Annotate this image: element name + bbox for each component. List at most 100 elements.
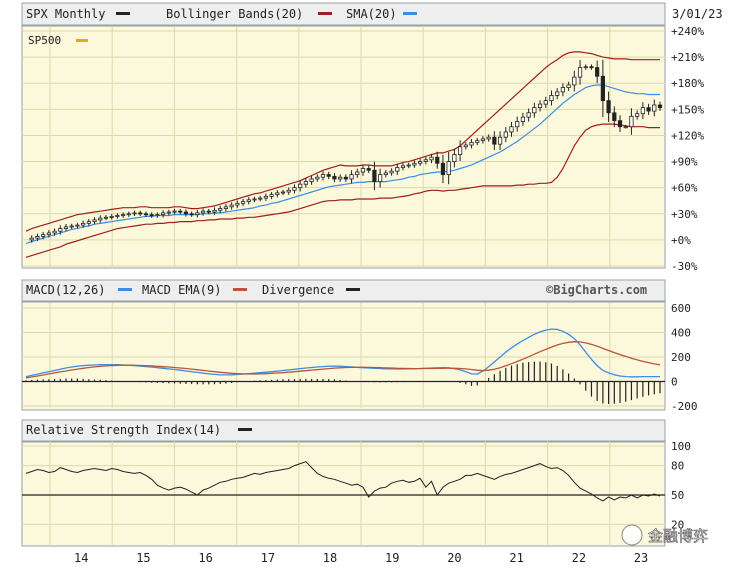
price-series-label: SPX Monthly xyxy=(26,7,105,21)
candle-body xyxy=(143,213,149,216)
x-tick-label: 22 xyxy=(572,551,586,565)
macd-header-bar xyxy=(21,279,666,302)
candle-body xyxy=(75,224,80,227)
candle-body xyxy=(149,214,154,217)
candle-body xyxy=(640,107,645,115)
candle-body xyxy=(126,213,131,216)
candle-body xyxy=(258,197,263,200)
rsi-header-bar xyxy=(21,419,666,442)
candlesticks xyxy=(29,59,663,243)
candle-body xyxy=(132,212,137,215)
candle-body xyxy=(280,191,286,194)
candle-body xyxy=(452,154,457,162)
candle-body xyxy=(240,201,246,204)
y-tick-label: +150% xyxy=(671,103,704,116)
candle-body xyxy=(41,234,46,237)
candle-body xyxy=(103,216,109,219)
candle-body xyxy=(509,126,514,133)
candle-body xyxy=(286,189,291,193)
candle-body xyxy=(360,168,366,173)
candle-body xyxy=(303,181,308,185)
candle-body xyxy=(532,107,537,114)
sp500-label: SP500 xyxy=(28,34,61,47)
candle-body xyxy=(526,112,531,118)
rsi-line-group xyxy=(25,461,661,502)
candle-body xyxy=(35,236,40,239)
candle-body xyxy=(412,162,417,166)
candle-body xyxy=(435,156,440,164)
x-tick-label: 17 xyxy=(261,551,275,565)
rsi-line xyxy=(25,461,661,502)
candle-body xyxy=(486,136,491,140)
candle-body xyxy=(269,194,274,197)
macd-ema-key xyxy=(233,288,247,291)
y-tick-label: +0% xyxy=(671,234,691,247)
candle-body xyxy=(212,209,217,213)
candle-body xyxy=(600,75,605,102)
candle-body xyxy=(292,187,297,191)
candle-body xyxy=(635,113,640,117)
macd-ema-label: MACD EMA(9) xyxy=(142,283,221,297)
candle-body xyxy=(189,213,194,216)
brand-watermark: 金融博弈 xyxy=(621,524,708,546)
brand-watermark-text: 金融博弈 xyxy=(648,527,708,545)
candle-body xyxy=(183,211,189,215)
bollinger-label: Bollinger Bands(20) xyxy=(166,7,303,21)
bollinger-key xyxy=(318,12,332,15)
candle-body xyxy=(652,104,657,112)
candle-body xyxy=(395,167,400,172)
candle-body xyxy=(549,95,554,102)
candle-body xyxy=(475,140,480,143)
candle-body xyxy=(400,165,406,169)
candle-body xyxy=(577,67,583,78)
x-tick-label: 15 xyxy=(136,551,150,565)
candle-body xyxy=(629,115,634,128)
y-tick-label: 0 xyxy=(671,376,678,389)
candle-body xyxy=(566,84,571,88)
candle-body xyxy=(343,176,348,180)
x-tick-label: 23 xyxy=(634,551,648,565)
x-tick-label: 18 xyxy=(323,551,337,565)
candle-body xyxy=(457,146,463,155)
candle-body xyxy=(646,107,651,112)
candle-body xyxy=(252,198,257,201)
candle-body xyxy=(555,91,560,96)
divergence-key xyxy=(346,288,360,291)
candle-body xyxy=(69,225,74,228)
y-tick-label: 400 xyxy=(671,327,691,340)
price-series-key xyxy=(116,12,130,15)
y-tick-label: 600 xyxy=(671,302,691,315)
wechat-icon xyxy=(621,524,643,546)
candle-body xyxy=(160,212,166,216)
candle-body xyxy=(446,161,451,176)
candle-body xyxy=(155,214,160,217)
candle-body xyxy=(595,67,600,77)
candle-body xyxy=(223,206,229,209)
bollinger-lower-line xyxy=(25,123,660,258)
candle-body xyxy=(172,210,177,213)
candle-body xyxy=(52,230,57,234)
price-grid xyxy=(22,26,665,268)
rsi-y-axis: 100 80 50 20 xyxy=(671,440,691,531)
header-date: 3/01/23 xyxy=(672,7,723,21)
candle-body xyxy=(109,215,114,218)
candle-body xyxy=(195,212,200,216)
candle-body xyxy=(383,172,388,176)
candle-body xyxy=(612,112,617,122)
candle-body xyxy=(520,116,526,122)
candle-body xyxy=(366,168,371,171)
candle-body xyxy=(623,126,628,129)
candle-body xyxy=(98,217,103,221)
price-y-axis: +240% +210% +180% +150% +120% +90% +60% +30% +0%… xyxy=(671,25,704,273)
candle-body xyxy=(515,121,520,128)
x-tick-label: 14 xyxy=(74,551,88,565)
y-tick-label: +30% xyxy=(671,208,698,221)
candle-body xyxy=(81,222,86,226)
y-tick-label: -200 xyxy=(671,400,698,413)
candle-body xyxy=(206,210,211,213)
x-tick-label: 21 xyxy=(509,551,523,565)
macd-panel xyxy=(21,301,666,411)
y-tick-label: +210% xyxy=(671,51,704,64)
sp500-key xyxy=(76,39,88,42)
